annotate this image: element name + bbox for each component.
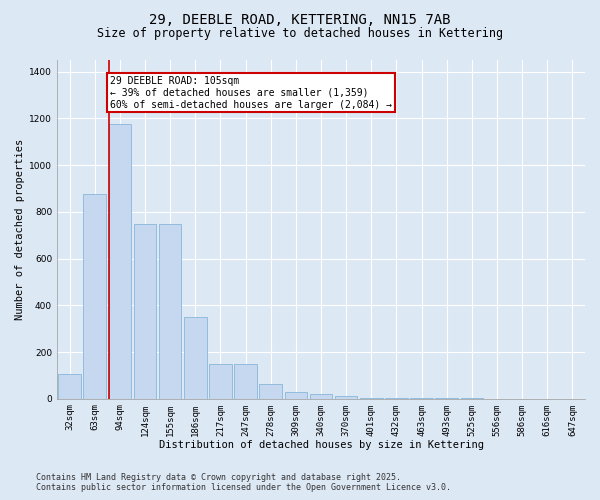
- Text: Size of property relative to detached houses in Kettering: Size of property relative to detached ho…: [97, 28, 503, 40]
- Bar: [184, 317, 206, 398]
- Bar: [58, 374, 81, 398]
- Bar: [284, 392, 307, 398]
- X-axis label: Distribution of detached houses by size in Kettering: Distribution of detached houses by size …: [158, 440, 484, 450]
- Bar: [109, 124, 131, 398]
- Text: Contains HM Land Registry data © Crown copyright and database right 2025.
Contai: Contains HM Land Registry data © Crown c…: [36, 473, 451, 492]
- Bar: [234, 364, 257, 398]
- Bar: [209, 364, 232, 398]
- Text: 29, DEEBLE ROAD, KETTERING, NN15 7AB: 29, DEEBLE ROAD, KETTERING, NN15 7AB: [149, 12, 451, 26]
- Bar: [159, 224, 181, 398]
- Bar: [335, 396, 358, 398]
- Bar: [310, 394, 332, 398]
- Text: 29 DEEBLE ROAD: 105sqm
← 39% of detached houses are smaller (1,359)
60% of semi-: 29 DEEBLE ROAD: 105sqm ← 39% of detached…: [110, 76, 392, 110]
- Bar: [259, 384, 282, 398]
- Bar: [134, 224, 157, 398]
- Bar: [83, 194, 106, 398]
- Y-axis label: Number of detached properties: Number of detached properties: [15, 138, 25, 320]
